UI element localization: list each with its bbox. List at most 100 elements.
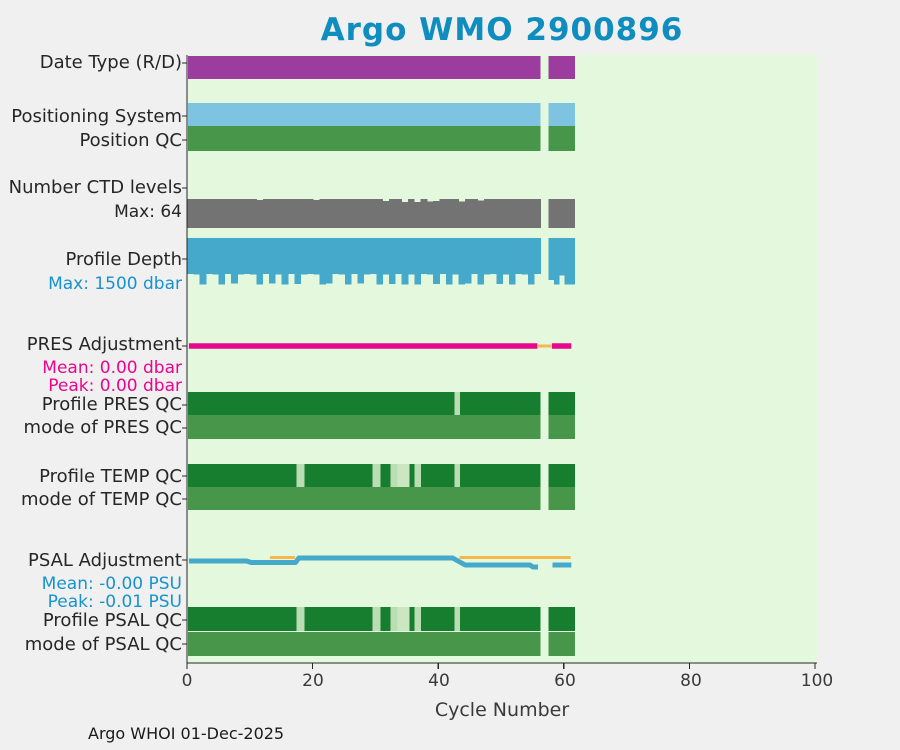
mode-pres-qc-bar — [187, 415, 541, 439]
profile-depth-bar — [389, 238, 396, 285]
ctd-levels-bar — [490, 199, 497, 228]
profile-psal-qc-bar-gap — [372, 607, 381, 631]
ctd-levels-bar — [256, 199, 264, 228]
ctd-levels-bar — [193, 199, 200, 228]
label-mode-pres-qc: mode of PRES QC — [23, 417, 182, 438]
date-type-bar — [548, 56, 576, 79]
ctd-levels-bar — [237, 199, 245, 228]
profile-depth-bar — [256, 238, 264, 285]
profile-depth-bar — [527, 238, 535, 285]
label-psal-mean: Mean: -0.00 PSU — [41, 574, 182, 594]
ctd-levels-bar — [313, 199, 320, 228]
profile-depth-bar — [231, 238, 238, 284]
profile-depth-bar — [564, 238, 570, 285]
ctd-levels-bar — [477, 200, 485, 228]
ctd-levels-bar — [458, 201, 466, 228]
ctd-levels-bar — [319, 199, 327, 228]
ctd-levels-bar — [559, 199, 565, 228]
label-positioning-system: Positioning System — [11, 106, 182, 127]
ctd-levels-bar — [401, 202, 409, 228]
profile-depth-bar — [306, 238, 314, 275]
x-tick-20: 20 — [302, 671, 324, 691]
profile-depth-bar — [407, 238, 415, 275]
ctd-levels-bar — [395, 199, 403, 228]
profile-depth-bar — [288, 238, 295, 275]
profile-depth-bar — [559, 238, 565, 276]
label-profile-temp-qc: Profile TEMP QC — [39, 466, 182, 487]
label-mode-psal-qc: mode of PSAL QC — [24, 634, 182, 655]
label-mode-temp-qc: mode of TEMP QC — [20, 489, 182, 510]
ctd-levels-bar — [515, 199, 522, 228]
profile-depth-bar — [452, 238, 459, 275]
x-axis-label: Cycle Number — [434, 699, 570, 721]
y-axis-labels: Date Type (R/D) Positioning System Posit… — [0, 0, 182, 700]
label-position-qc: Position QC — [79, 130, 182, 151]
profile-depth-bar — [294, 238, 301, 285]
ctd-levels-bar — [250, 199, 257, 228]
positioning-system-bar — [187, 103, 541, 126]
ctd-levels-bar — [548, 199, 555, 228]
ctd-levels-bar — [351, 199, 358, 228]
ctd-levels-bar — [414, 202, 421, 228]
ctd-levels-bar — [376, 199, 384, 228]
x-tick-60: 60 — [554, 671, 576, 691]
profile-depth-bar — [509, 238, 516, 285]
ctd-levels-bar — [306, 199, 314, 228]
ctd-levels-bar — [344, 199, 352, 228]
profile-depth-bar — [319, 238, 327, 285]
profile-depth-bar — [521, 238, 529, 275]
profile-depth-bar — [502, 238, 510, 275]
profile-depth-bar — [212, 238, 219, 275]
mode-psal-qc-bar — [187, 632, 541, 656]
ctd-levels-bar — [224, 199, 232, 228]
ctd-levels-bar — [338, 199, 346, 228]
profile-depth-bar — [332, 238, 339, 275]
label-depth-max: Max: 1500 dbar — [48, 274, 182, 294]
ctd-levels-bar — [269, 199, 276, 228]
profile-depth-bar — [218, 238, 226, 285]
profile-psal-qc-bar-gap — [397, 607, 410, 631]
profile-psal-qc-bar-gap — [414, 607, 422, 631]
ctd-levels-bar — [407, 199, 415, 228]
ctd-levels-bar — [433, 200, 440, 228]
profile-depth-bar — [483, 238, 491, 275]
profile-depth-bar — [569, 238, 576, 285]
ctd-levels-bar — [212, 199, 219, 228]
profile-depth-bar — [464, 238, 472, 284]
ctd-levels-bar — [218, 199, 226, 228]
profile-depth-bar — [325, 238, 333, 284]
profile-depth-bar — [395, 238, 403, 275]
x-tick-40: 40 — [428, 671, 450, 691]
profile-depth-bar — [250, 238, 257, 275]
profile-depth-bar — [193, 238, 200, 275]
x-tick-0: 0 — [181, 671, 193, 691]
profile-depth-bar — [313, 238, 320, 275]
mode-pres-qc-bar — [548, 415, 576, 439]
ctd-levels-bar — [527, 199, 535, 228]
ctd-levels-bar — [569, 199, 576, 228]
profile-psal-qc-bar — [548, 607, 576, 631]
profile-pres-qc-bar — [548, 392, 576, 415]
profile-temp-qc-bar-gap — [296, 464, 305, 487]
label-psal-adjustment: PSAL Adjustment — [27, 550, 182, 571]
profile-depth-bar — [205, 238, 213, 275]
ctd-levels-bar — [332, 199, 339, 228]
ctd-levels-bar — [199, 199, 207, 228]
ctd-levels-bar — [521, 199, 529, 228]
ctd-levels-bar — [231, 199, 238, 228]
footer-text: Argo WHOI 01-Dec-2025 — [88, 724, 285, 743]
ctd-levels-bar — [205, 199, 213, 228]
profile-psal-qc-bar-gap — [296, 607, 305, 631]
page-title: Argo WMO 2900896 — [320, 12, 684, 48]
ctd-levels-bar — [275, 199, 283, 228]
ctd-levels-bar — [452, 199, 459, 228]
x-tick-80: 80 — [680, 671, 702, 691]
ctd-levels-bar — [471, 199, 478, 228]
ctd-levels-bar — [464, 199, 472, 228]
profile-depth-bar — [471, 238, 478, 275]
mode-psal-qc-bar — [548, 632, 576, 656]
positioning-system-bar — [548, 103, 576, 126]
profile-depth-bar — [224, 238, 232, 275]
profile-temp-qc-bar-gap — [397, 464, 410, 487]
ctd-levels-bar — [281, 199, 289, 228]
